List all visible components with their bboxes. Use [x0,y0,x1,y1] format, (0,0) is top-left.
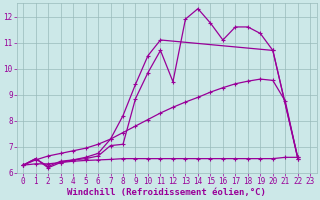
X-axis label: Windchill (Refroidissement éolien,°C): Windchill (Refroidissement éolien,°C) [67,188,266,197]
